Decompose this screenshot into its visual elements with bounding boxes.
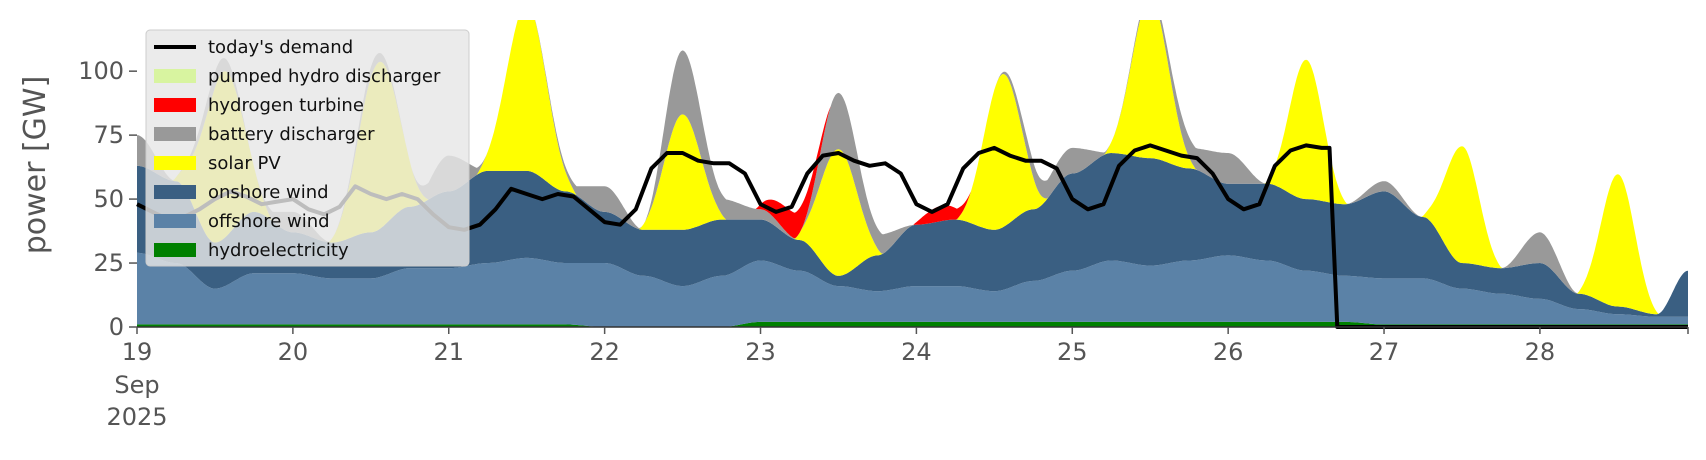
x-tick-label: 21 xyxy=(433,338,464,366)
legend-swatch xyxy=(154,98,196,112)
legend-swatch xyxy=(154,127,196,141)
legend-swatch xyxy=(154,156,196,170)
legend-swatch xyxy=(154,214,196,228)
legend-label: pumped hydro discharger xyxy=(208,66,441,87)
x-tick-month-label: Sep xyxy=(114,371,159,399)
plot-top-mask xyxy=(0,0,1706,20)
y-tick-label: 50 xyxy=(93,185,124,213)
legend-swatch xyxy=(154,185,196,199)
x-tick-label: 27 xyxy=(1369,338,1400,366)
legend: today's demand pumped hydro discharger hyd… xyxy=(145,29,470,267)
x-tick-label: 19 xyxy=(122,338,153,366)
legend-swatch xyxy=(154,243,196,257)
legend-box xyxy=(145,29,470,267)
area-offshore-wind xyxy=(137,252,1688,327)
x-tick-label: 28 xyxy=(1525,338,1556,366)
y-tick-label: 100 xyxy=(78,57,124,85)
legend-label: onshore wind xyxy=(208,182,329,203)
area-hydroelectricity xyxy=(137,321,1688,327)
axes: 0 25 50 75 100 19 Sep 2025 20 21 22 23 24 25 26 27 28 xyxy=(78,57,1689,431)
y-axis-title: power [GW] xyxy=(18,76,53,255)
x-tick-label: 20 xyxy=(278,338,309,366)
y-tick-label: 25 xyxy=(93,249,124,277)
x-tick-label: 23 xyxy=(745,338,776,366)
y-tick-label: 0 xyxy=(109,313,124,341)
x-tick-year-label: 2025 xyxy=(106,403,167,431)
legend-swatch xyxy=(154,69,196,83)
area-solar-pv xyxy=(137,7,1688,315)
x-tick-label: 22 xyxy=(589,338,620,366)
y-tick-label: 75 xyxy=(93,121,124,149)
legend-label: offshore wind xyxy=(208,211,330,232)
legend-label: hydrogen turbine xyxy=(208,95,364,116)
legend-label: hydroelectricity xyxy=(208,240,349,261)
x-tick-label: 24 xyxy=(901,338,932,366)
x-tick-label: 26 xyxy=(1213,338,1244,366)
legend-label: solar PV xyxy=(208,153,281,174)
legend-label: today's demand xyxy=(208,37,353,58)
legend-label: battery discharger xyxy=(208,124,375,145)
x-tick-label: 25 xyxy=(1057,338,1088,366)
